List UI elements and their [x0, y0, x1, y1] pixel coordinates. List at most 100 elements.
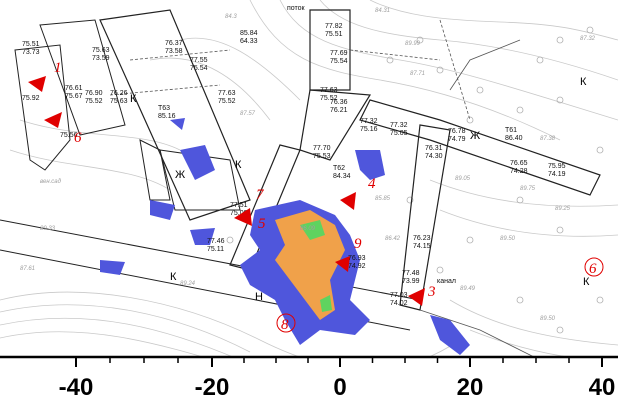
garden-label: вен.сад	[40, 179, 62, 185]
marker-number: 7	[256, 187, 265, 203]
marker-flag-icon	[28, 76, 46, 92]
marker-number: 4	[368, 176, 376, 192]
elevation-top: 77.32	[390, 122, 408, 129]
marker-4: 4	[340, 176, 376, 210]
elevation-top: 77.51	[230, 202, 248, 209]
marker-3: 3	[408, 284, 436, 306]
elevation-bottom: 75.11	[207, 246, 224, 253]
marker-number: 3	[427, 284, 436, 300]
elevation-top: 75.95	[548, 163, 566, 170]
elevation-bottom: 85.16	[158, 113, 176, 120]
zone-letters: К К К К Ж Ж Н К поток канал вен.сад	[40, 5, 590, 303]
zone-letter: К	[235, 159, 242, 171]
elevation-top: 77.32	[360, 118, 378, 125]
elevation-bottom: 73.99	[402, 278, 420, 285]
elevation-bottom: 75.52	[85, 98, 103, 105]
elevation-bottom: 74.15	[413, 243, 431, 250]
elevation-bottom: 75.67	[65, 93, 83, 100]
anomaly-low-zone	[190, 228, 215, 245]
anomaly-patches	[100, 118, 470, 355]
marker-flag-icon	[234, 208, 252, 226]
svg-text:84.3: 84.3	[225, 14, 237, 20]
elevation-bottom: 75.63	[110, 98, 128, 105]
elevation-top: T61	[505, 127, 517, 134]
elevation-top: 76.78	[448, 128, 466, 135]
elevation-top: T63	[158, 105, 170, 112]
elevation-top: 76.61	[65, 85, 83, 92]
svg-text:89.75: 89.75	[520, 186, 536, 192]
svg-text:87.61: 87.61	[20, 266, 35, 272]
elevation-top: 77.48	[402, 270, 420, 277]
zone-letter: Н	[255, 291, 263, 303]
elevation-top: 76.37	[165, 40, 183, 47]
tree-symbols	[226, 26, 604, 334]
svg-text:89.50: 89.50	[540, 316, 556, 322]
marker-number: 5	[258, 216, 266, 232]
x-axis: -40 -20 0 20 40	[0, 355, 618, 400]
marker-number: 1	[54, 60, 62, 76]
elevation-bottom: 73.58	[165, 48, 183, 55]
elevation-bottom: 75.51	[325, 31, 343, 38]
marker-number: 6	[589, 261, 597, 277]
elevation-bottom: 74.02	[390, 300, 408, 307]
svg-text:86.09: 86.09	[300, 226, 316, 232]
svg-text:89.24: 89.24	[180, 281, 196, 287]
anomaly-high-zone	[320, 295, 332, 312]
elevation-top: 77.69	[330, 50, 348, 57]
marker-flag-icon	[408, 288, 425, 306]
axis-tick-label: -20	[195, 374, 230, 400]
marker-1: 1	[28, 60, 62, 92]
axis-tick-label: -40	[59, 374, 94, 400]
zone-letter: К	[130, 93, 137, 105]
elevation-bottom: 74.92	[348, 263, 366, 270]
elevation-bottom: 75.53	[313, 153, 331, 160]
elevation-bottom: 75.09	[230, 210, 248, 217]
elevation-top: 76.65	[510, 160, 528, 167]
elevation-bottom: 75.54	[330, 58, 348, 65]
anomaly-low-zone	[180, 145, 215, 180]
elevation-top: 76.23	[413, 235, 431, 242]
elevation-bottom: 74.30	[425, 153, 443, 160]
elevation-top: 77.03	[390, 292, 408, 299]
elevation-bottom: 73.73	[22, 49, 40, 56]
elevation-bottom: 73.59	[92, 55, 110, 62]
elevation-top: 76.93	[348, 255, 366, 262]
stream-label: поток	[287, 5, 306, 12]
svg-text:85.85: 85.85	[375, 196, 391, 202]
zone-letter: К	[170, 271, 177, 283]
elevation-bottom: 64.33	[240, 38, 258, 45]
elevation-bottom: 75.05	[390, 130, 408, 137]
elevation-top: T62	[333, 165, 345, 172]
elevation-top: 75.63	[92, 47, 110, 54]
zone-letter: Ж	[175, 169, 185, 181]
elevation-top: 77.46	[207, 238, 225, 245]
elevation-top: 77.63	[218, 90, 236, 97]
elevation-top: 77.82	[325, 23, 343, 30]
svg-text:89.25: 89.25	[555, 206, 571, 212]
marker-8: 8	[276, 313, 296, 333]
elevation-top: 76.36	[330, 99, 348, 106]
marker-7: 7	[256, 187, 265, 203]
axis-tick-label: 20	[457, 374, 484, 400]
elevation-top: 76.26	[110, 90, 128, 97]
svg-text:89.33: 89.33	[40, 226, 56, 232]
elevation-bottom: 74.79	[448, 136, 466, 143]
elevation-bottom: 75.52	[218, 98, 236, 105]
marker-circle-icon	[584, 257, 604, 277]
